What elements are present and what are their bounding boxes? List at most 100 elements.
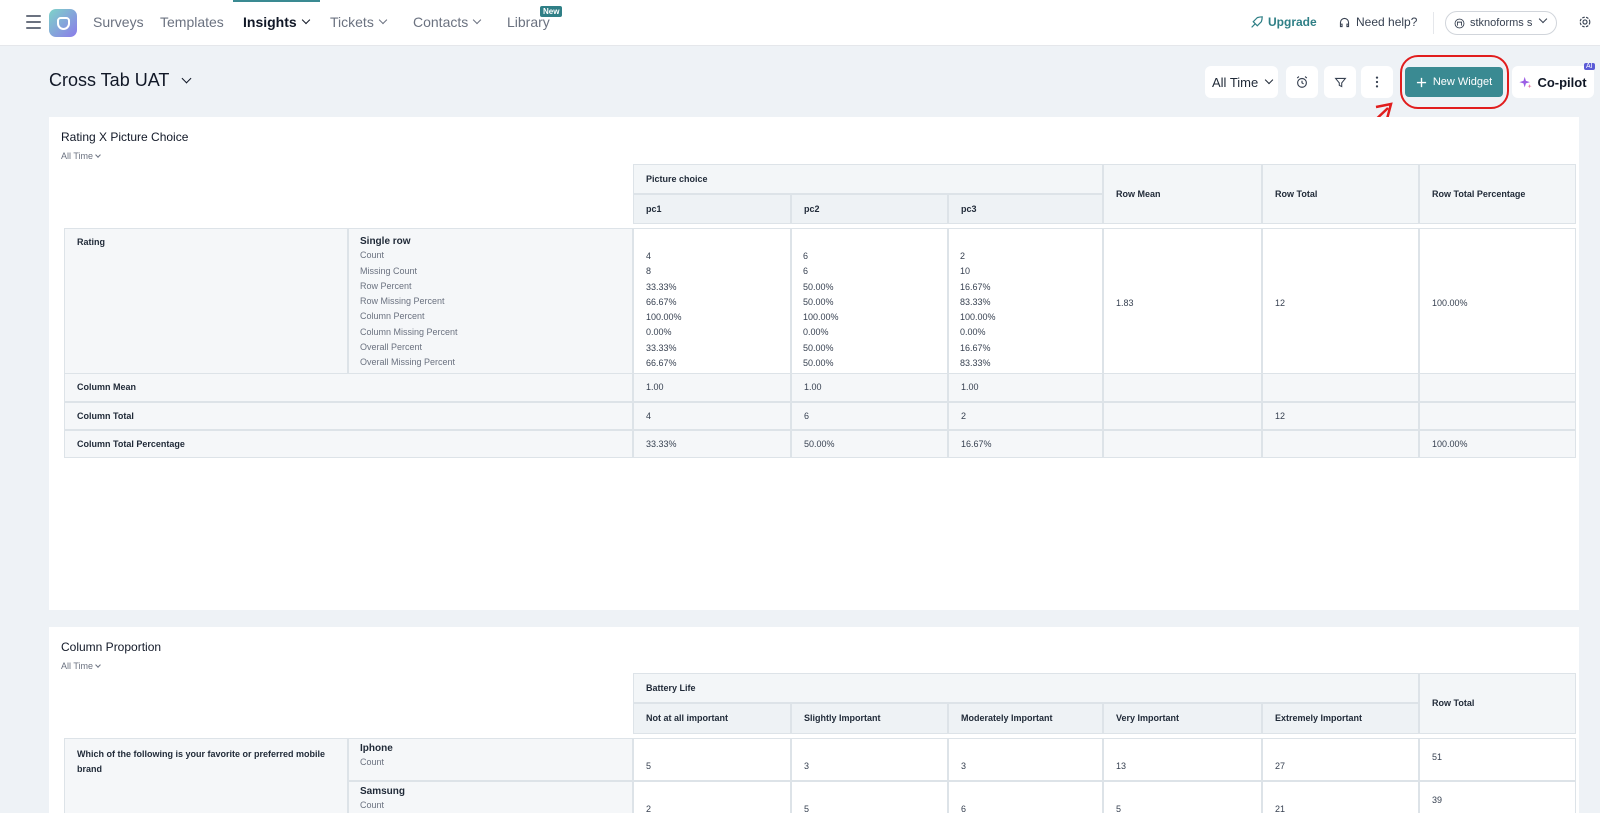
- rocket-icon: [1251, 15, 1263, 28]
- new-badge: New: [540, 6, 563, 17]
- row-total-value: 51: [1419, 738, 1576, 781]
- time-range-select[interactable]: All Time: [1205, 66, 1278, 98]
- value: 50.00%: [803, 358, 834, 369]
- new-widget-button[interactable]: New Widget: [1405, 67, 1503, 97]
- plus-icon: [1416, 77, 1426, 87]
- row-total-value: 39: [1419, 781, 1576, 813]
- metric-label: Overall Missing Percent: [360, 357, 456, 368]
- column-total-percentage-value: 50.00%: [791, 430, 948, 458]
- column-header: Not at all important: [633, 703, 791, 734]
- account-switcher[interactable]: stknoforms s: [1445, 11, 1557, 35]
- nav-contacts[interactable]: Contacts: [413, 14, 482, 30]
- metric-label: Row Percent: [360, 280, 412, 291]
- column-header: pc3: [948, 194, 1103, 224]
- alarm-clock-icon: [1296, 76, 1308, 88]
- chevron-down-icon: [301, 15, 310, 25]
- upgrade-link[interactable]: Upgrade: [1250, 15, 1317, 29]
- need-help-link[interactable]: Need help?: [1338, 15, 1417, 29]
- metric-label: Column Missing Percent: [360, 326, 458, 337]
- column-total-percentage-value: 33.33%: [633, 430, 791, 458]
- widget-time-filter[interactable]: All Time: [61, 151, 101, 161]
- data-cell: 21: [1262, 781, 1419, 813]
- pc2-values: 6 6 50.00% 50.00% 100.00% 0.00% 50.00% 5…: [803, 249, 839, 371]
- row-total-value: 12: [1262, 228, 1419, 378]
- row-total-percentage-value: 100.00%: [1419, 228, 1576, 378]
- nav-insights[interactable]: Insights: [243, 14, 310, 30]
- widget-time-filter[interactable]: All Time: [61, 661, 101, 671]
- schedule-button[interactable]: [1286, 66, 1318, 98]
- nav-library[interactable]: Library: [507, 14, 550, 30]
- nav-templates[interactable]: Templates: [160, 14, 224, 30]
- nav-surveys[interactable]: Surveys: [93, 14, 144, 30]
- chevron-down-icon: [1264, 75, 1274, 85]
- empty-cell: [1103, 373, 1262, 402]
- sparkle-icon: [1519, 76, 1533, 88]
- nav-tickets[interactable]: Tickets: [330, 14, 388, 30]
- widget-title: Rating X Picture Choice: [61, 130, 189, 144]
- row-total-header: Row Total: [1262, 164, 1419, 224]
- value: 83.33%: [960, 358, 991, 369]
- value: 6: [803, 266, 809, 277]
- value: 10: [960, 266, 971, 277]
- widget-title: Column Proportion: [61, 640, 162, 654]
- sub-row-label: Single row: [360, 236, 411, 247]
- column-total-value: 6: [791, 402, 948, 430]
- ai-badge: AI: [1584, 63, 1595, 70]
- column-total-label: Column Total: [64, 402, 633, 430]
- active-tab-indicator: [233, 0, 320, 2]
- more-options-button[interactable]: [1361, 66, 1393, 98]
- crosstab-widget-rating-x-picture-choice: Rating X Picture Choice All Time Picture…: [49, 117, 1579, 610]
- row-label: Rating: [64, 228, 348, 378]
- sub-row-iphone: Iphone Count: [360, 741, 393, 771]
- column-total-percentage-label: Column Total Percentage: [64, 430, 633, 458]
- empty-cell: [1419, 373, 1576, 402]
- metric-label: Missing Count: [360, 265, 418, 276]
- column-total-percentage-value: 16.67%: [948, 430, 1103, 458]
- value: 0.00%: [646, 327, 672, 338]
- sub-row-samsung: Samsung Count: [360, 784, 405, 813]
- pc3-values: 2 10 16.67% 83.33% 100.00% 0.00% 16.67% …: [960, 249, 996, 371]
- filter-button[interactable]: [1324, 66, 1356, 98]
- data-cell: 13: [1103, 738, 1262, 781]
- value: 100.00%: [960, 312, 996, 323]
- value: 66.67%: [646, 358, 677, 369]
- metric-label: Row Missing Percent: [360, 296, 445, 307]
- value: 16.67%: [960, 281, 991, 292]
- gear-icon[interactable]: [1578, 15, 1592, 29]
- row-total-percentage-header: Row Total Percentage: [1419, 164, 1576, 224]
- empty-cell: [1103, 402, 1262, 430]
- data-cell: 5: [791, 781, 948, 813]
- data-cell: 3: [948, 738, 1103, 781]
- headset-icon: [1339, 17, 1350, 27]
- metric-label: Count: [360, 250, 385, 261]
- chevron-down-icon: [378, 15, 388, 25]
- app-logo[interactable]: [49, 9, 77, 37]
- column-mean-value: 1.00: [948, 373, 1103, 402]
- column-group-header: Picture choice: [633, 164, 1103, 194]
- copilot-button[interactable]: Co-pilot: [1512, 66, 1594, 98]
- empty-cell: [1419, 402, 1576, 430]
- grand-total-value: 12: [1262, 402, 1419, 430]
- value: 83.33%: [960, 296, 991, 307]
- chevron-down-icon: [95, 661, 101, 668]
- column-mean-value: 1.00: [633, 373, 791, 402]
- metric-labels: Single row Count Missing Count Row Perce…: [360, 234, 458, 371]
- value: 50.00%: [803, 281, 834, 292]
- building-icon: [1454, 18, 1465, 28]
- data-cell: 3: [791, 738, 948, 781]
- sub-row-label: Iphone: [360, 743, 393, 754]
- row-total-header: Row Total: [1419, 673, 1576, 734]
- crosstab-widget-column-proportion: Column Proportion All Time Battery Life …: [49, 627, 1579, 813]
- menu-icon[interactable]: [26, 15, 41, 29]
- divider: [1433, 12, 1434, 34]
- column-header: Moderately Important: [948, 703, 1103, 734]
- sub-row-label: Samsung: [360, 786, 406, 797]
- column-header: pc2: [791, 194, 948, 224]
- row-mean-value: 1.83: [1103, 228, 1262, 378]
- chevron-down-icon: [95, 151, 101, 158]
- column-mean-value: 1.00: [791, 373, 948, 402]
- dashboard-title[interactable]: Cross Tab UAT: [49, 70, 192, 91]
- row-label: Which of the following is your favorite …: [64, 738, 348, 813]
- data-cell: 5: [633, 738, 791, 781]
- sub-row-cell: [348, 781, 633, 813]
